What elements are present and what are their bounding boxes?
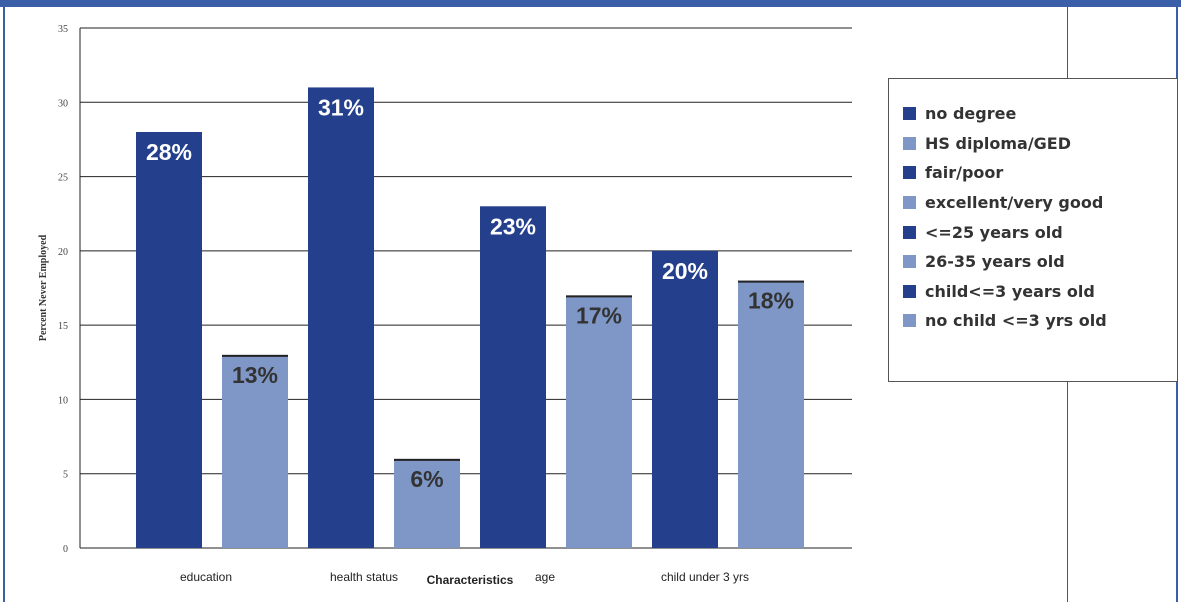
bar-data-label: 28% xyxy=(146,139,192,165)
x-axis-title: Characteristics xyxy=(427,573,514,587)
bar-data-label: 6% xyxy=(410,466,443,492)
legend-swatch xyxy=(903,255,916,269)
legend-label: child<=3 years old xyxy=(925,281,1095,301)
legend-item: <=25 years old xyxy=(903,217,1177,247)
legend-item: fair/poor xyxy=(903,158,1177,188)
top-border xyxy=(0,0,1181,7)
bar xyxy=(652,250,718,548)
legend-item: no child <=3 yrs old xyxy=(903,306,1177,336)
legend-item: no degree xyxy=(903,99,1177,129)
legend-swatch xyxy=(903,166,916,180)
bar-data-label: 20% xyxy=(662,258,708,284)
legend-label: <=25 years old xyxy=(925,222,1063,242)
legend-label: fair/poor xyxy=(925,163,1004,183)
legend-label: excellent/very good xyxy=(925,193,1104,213)
bar-data-label: 18% xyxy=(748,288,794,314)
legend-swatch xyxy=(903,196,916,210)
legend-item: 26-35 years old xyxy=(903,247,1177,277)
y-axis-title: Percent Never Employed xyxy=(38,234,49,341)
left-border xyxy=(3,7,5,602)
legend-label: HS diploma/GED xyxy=(925,133,1072,153)
legend-swatch xyxy=(903,314,916,328)
x-category-label: child under 3 yrs xyxy=(661,570,749,584)
legend-swatch xyxy=(903,284,916,298)
bar xyxy=(480,206,546,549)
y-tick-label: 5 xyxy=(63,470,68,481)
bar xyxy=(222,354,288,548)
y-tick-label: 25 xyxy=(58,173,68,184)
legend-item: child<=3 years old xyxy=(903,277,1177,307)
bar-data-label: 13% xyxy=(232,362,278,388)
legend-label: no degree xyxy=(925,104,1017,124)
y-tick-label: 10 xyxy=(58,395,68,406)
legend-swatch xyxy=(903,136,916,150)
bar xyxy=(566,295,632,548)
bar xyxy=(136,132,202,548)
legend-item: HS diploma/GED xyxy=(903,129,1177,159)
bar-data-label: 17% xyxy=(576,302,622,328)
x-category-label: health status xyxy=(330,570,398,584)
bar xyxy=(308,87,374,548)
bar xyxy=(738,280,804,548)
x-category-label: age xyxy=(535,570,555,584)
legend-label: 26-35 years old xyxy=(925,252,1065,272)
legend-label: no child <=3 yrs old xyxy=(925,311,1107,331)
y-tick-label: 35 xyxy=(58,24,68,35)
y-tick-label: 30 xyxy=(58,98,68,109)
legend-swatch xyxy=(903,107,916,121)
bar-data-label: 23% xyxy=(490,213,536,239)
y-tick-label: 15 xyxy=(58,321,68,332)
legend-swatch xyxy=(903,225,916,239)
y-tick-label: 0 xyxy=(63,544,68,555)
bar-data-label: 31% xyxy=(318,94,364,120)
x-category-label: education xyxy=(180,570,232,584)
y-tick-label: 20 xyxy=(58,247,68,258)
chart-legend: no degree HS diploma/GED fair/poor excellen… xyxy=(888,78,1178,382)
legend-item: excellent/very good xyxy=(903,188,1177,218)
bar xyxy=(394,458,460,548)
